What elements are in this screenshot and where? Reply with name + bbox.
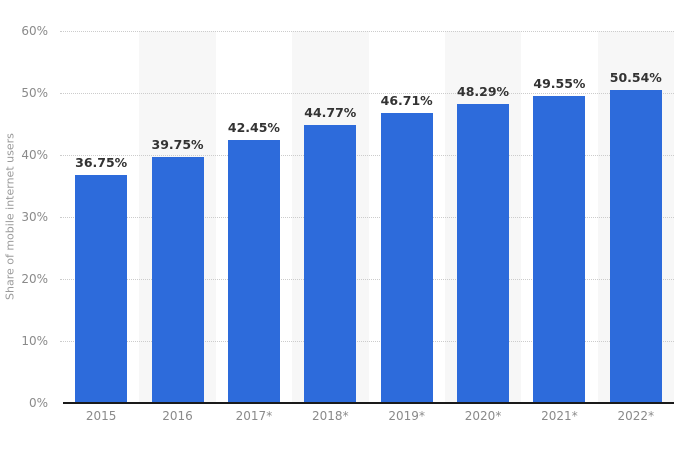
- bar-2018*[interactable]: [304, 125, 357, 403]
- gridline-50: [60, 93, 674, 94]
- y-tick-60: 60%: [21, 24, 48, 38]
- x-label-2015: 2015: [85, 409, 117, 423]
- x-label-2020*: 2020*: [464, 409, 502, 423]
- gridline-60: [60, 31, 674, 32]
- value-label-2022*: 50.54%: [609, 69, 662, 85]
- bar-2021*[interactable]: [533, 95, 586, 403]
- value-label-2015: 36.75%: [75, 155, 128, 171]
- x-label-2022*: 2022*: [617, 409, 655, 423]
- x-axis-line: [63, 402, 674, 404]
- x-label-2018*: 2018*: [312, 409, 349, 423]
- bar-2019*[interactable]: [380, 113, 433, 403]
- gridline-20: [60, 279, 674, 280]
- value-label-2020*: 48.29%: [457, 83, 510, 99]
- value-label-2019*: 46.71%: [380, 93, 433, 109]
- plot-area: 36.75% 39.75% 42.45% 44.77% 46.71% 48.29% 49.5…: [60, 31, 674, 404]
- value-label-2017*: 42.45%: [227, 119, 280, 135]
- bar-2015[interactable]: [75, 175, 128, 403]
- x-label-2019*: 2019*: [388, 409, 425, 423]
- x-label-2016: 2016: [162, 409, 193, 423]
- y-tick-20: 20%: [21, 272, 48, 286]
- bar-2022*[interactable]: [609, 89, 662, 403]
- x-label-2017*: 2017*: [235, 409, 273, 423]
- y-tick-30: 30%: [21, 210, 48, 224]
- y-tick-0: 0%: [28, 396, 48, 410]
- gridline-40: [60, 155, 674, 156]
- gridline-10: [60, 341, 674, 342]
- bar-2020*[interactable]: [457, 103, 510, 403]
- y-tick-40: 40%: [21, 148, 48, 162]
- y-tick-10: 10%: [21, 334, 48, 348]
- y-tick-50: 50%: [21, 86, 48, 100]
- bar-2017*[interactable]: [227, 139, 280, 403]
- x-label-2021*: 2021*: [541, 409, 578, 423]
- value-label-2021*: 49.55%: [533, 75, 586, 91]
- value-label-2018*: 44.77%: [304, 105, 357, 121]
- bar-2016[interactable]: [151, 156, 204, 403]
- gridline-30: [60, 217, 674, 218]
- value-label-2016: 39.75%: [151, 136, 204, 152]
